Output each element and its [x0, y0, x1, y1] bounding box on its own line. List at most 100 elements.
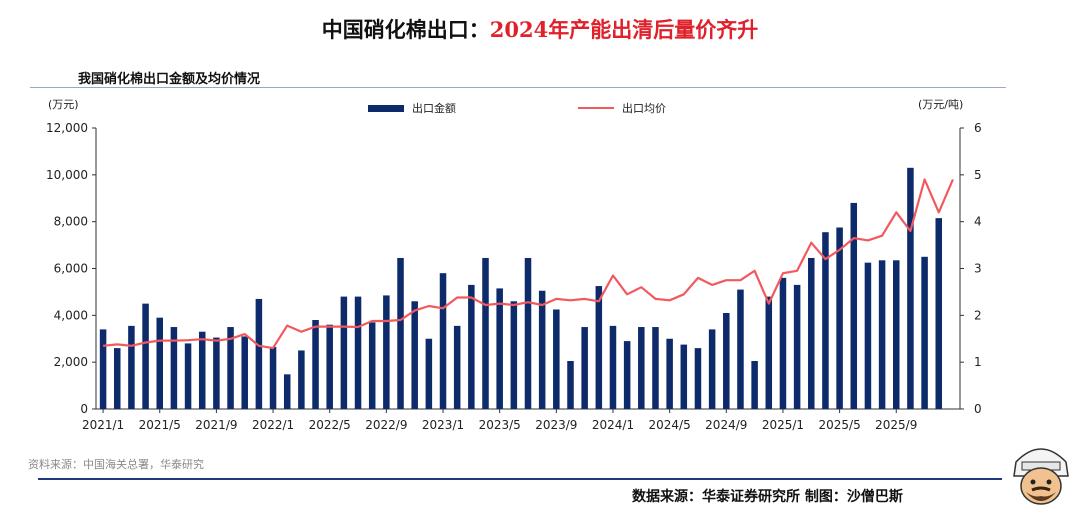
- bar-export-amount: [751, 360, 758, 409]
- legend-bar-swatch: [368, 104, 404, 112]
- x-tick-label: 2023/5: [479, 418, 521, 432]
- bar-export-amount: [538, 290, 546, 409]
- x-tick-label: 2025/5: [818, 418, 860, 432]
- x-tick-label: 2022/5: [309, 418, 351, 432]
- x-tick-label: 2021/1: [82, 418, 124, 432]
- bar-export-amount: [411, 301, 418, 409]
- bar-export-amount: [241, 336, 248, 409]
- bar-export-amount: [468, 284, 475, 409]
- right-tick-label: 1: [974, 355, 982, 369]
- bar-export-amount: [198, 331, 206, 409]
- bar-export-amount: [439, 273, 447, 409]
- right-tick-label: 4: [974, 215, 982, 229]
- right-tick-label: 2: [974, 308, 982, 322]
- bar-export-amount: [836, 227, 843, 409]
- bar-export-amount: [453, 325, 461, 409]
- bar-export-amount: [609, 325, 617, 409]
- bar-export-amount: [482, 257, 489, 409]
- credit-line: 数据来源：华泰证券研究所 制图：沙僧巴斯: [632, 489, 903, 505]
- left-tick-label: 2,000: [54, 355, 88, 369]
- right-tick-label: 0: [974, 402, 982, 416]
- bar-export-amount: [864, 262, 872, 409]
- bar-export-amount: [581, 327, 588, 409]
- bar-export-amount: [213, 337, 220, 409]
- legend-line-label: 出口均价: [622, 102, 666, 115]
- legend-line: 出口均价: [578, 100, 666, 116]
- legend-line-swatch: [578, 107, 614, 109]
- x-tick-label: 2021/5: [139, 418, 181, 432]
- bar-export-amount: [822, 232, 829, 409]
- x-tick-label: 2022/1: [252, 418, 294, 432]
- bar-export-amount: [694, 348, 702, 409]
- bar-export-amount: [524, 257, 532, 409]
- bar-export-amount: [666, 338, 673, 409]
- x-tick-label: 2022/9: [365, 418, 407, 432]
- bar-export-amount: [553, 309, 560, 409]
- bar-export-amount: [156, 317, 163, 409]
- left-tick-label: 8,000: [54, 215, 88, 229]
- bar-export-amount: [170, 327, 178, 409]
- bar-export-amount: [921, 256, 928, 409]
- bar-export-amount: [623, 341, 631, 409]
- x-tick-label: 2024/1: [592, 418, 634, 432]
- bar-export-amount: [680, 344, 688, 409]
- left-tick-label: 0: [80, 402, 88, 416]
- bar-export-amount: [765, 296, 773, 409]
- bar-export-amount: [298, 350, 305, 409]
- bar-export-amount: [907, 167, 914, 409]
- top-divider: [30, 87, 1006, 88]
- bar-export-amount: [142, 303, 149, 409]
- chart-headline: 中国硝化棉出口：2024年产能出清后量价齐升: [0, 14, 1080, 44]
- bar-export-amount: [425, 338, 433, 409]
- bar-export-amount: [397, 257, 404, 409]
- bar-export-amount: [312, 320, 319, 409]
- bar-export-amount: [269, 346, 277, 409]
- x-tick-label: 2021/9: [195, 418, 237, 432]
- left-tick-label: 12,000: [46, 121, 88, 135]
- x-tick-label: 2023/9: [535, 418, 577, 432]
- line-export-price: [102, 178, 954, 350]
- x-tick-label: 2024/5: [649, 418, 691, 432]
- right-tick-label: 5: [974, 168, 982, 182]
- bar-export-amount: [779, 277, 787, 409]
- bar-export-amount: [510, 301, 518, 409]
- x-tick-label: 2024/9: [705, 418, 747, 432]
- bar-export-amount: [723, 312, 730, 409]
- bar-export-amount: [708, 329, 716, 409]
- bar-export-amount: [255, 298, 263, 409]
- bar-export-amount: [184, 343, 192, 409]
- bar-export-amount: [850, 202, 858, 409]
- bar-export-amount: [354, 296, 362, 409]
- bar-export-amount: [496, 288, 503, 409]
- x-tick-label: 2025/1: [762, 418, 804, 432]
- chart-subtitle: 我国硝化棉出口金额及均价情况: [78, 72, 261, 87]
- bar-export-amount: [595, 286, 603, 409]
- bar-export-amount: [283, 374, 291, 409]
- bar-export-amount: [737, 289, 744, 409]
- headline-prefix: 中国硝化棉出口：: [321, 17, 490, 42]
- legend-bar: 出口金额: [368, 100, 456, 116]
- bar-export-amount: [878, 260, 886, 409]
- bar-export-amount: [227, 327, 234, 409]
- left-tick-label: 4,000: [54, 308, 88, 322]
- bar-export-amount: [793, 284, 801, 409]
- bar-export-amount: [893, 260, 900, 409]
- right-tick-label: 3: [974, 262, 982, 276]
- bar-export-amount: [113, 348, 121, 409]
- source-note: 资料来源：中国海关总署，华泰研究: [28, 458, 204, 471]
- avatar-icon: [1013, 448, 1069, 505]
- headline-highlight: 2024年产能出清后量价齐升: [489, 17, 759, 42]
- bar-export-amount: [567, 360, 574, 409]
- bar-export-amount: [383, 295, 390, 409]
- right-tick-label: 6: [974, 121, 982, 135]
- bar-export-amount: [638, 327, 645, 409]
- bar-export-amount: [326, 324, 333, 409]
- bar-export-amount: [340, 296, 348, 409]
- x-tick-label: 2023/1: [422, 418, 464, 432]
- bar-export-amount: [652, 327, 659, 409]
- left-axis-unit: (万元): [48, 98, 79, 111]
- bar-export-amount: [935, 218, 943, 409]
- bar-export-amount: [808, 257, 815, 409]
- left-tick-label: 10,000: [46, 168, 88, 182]
